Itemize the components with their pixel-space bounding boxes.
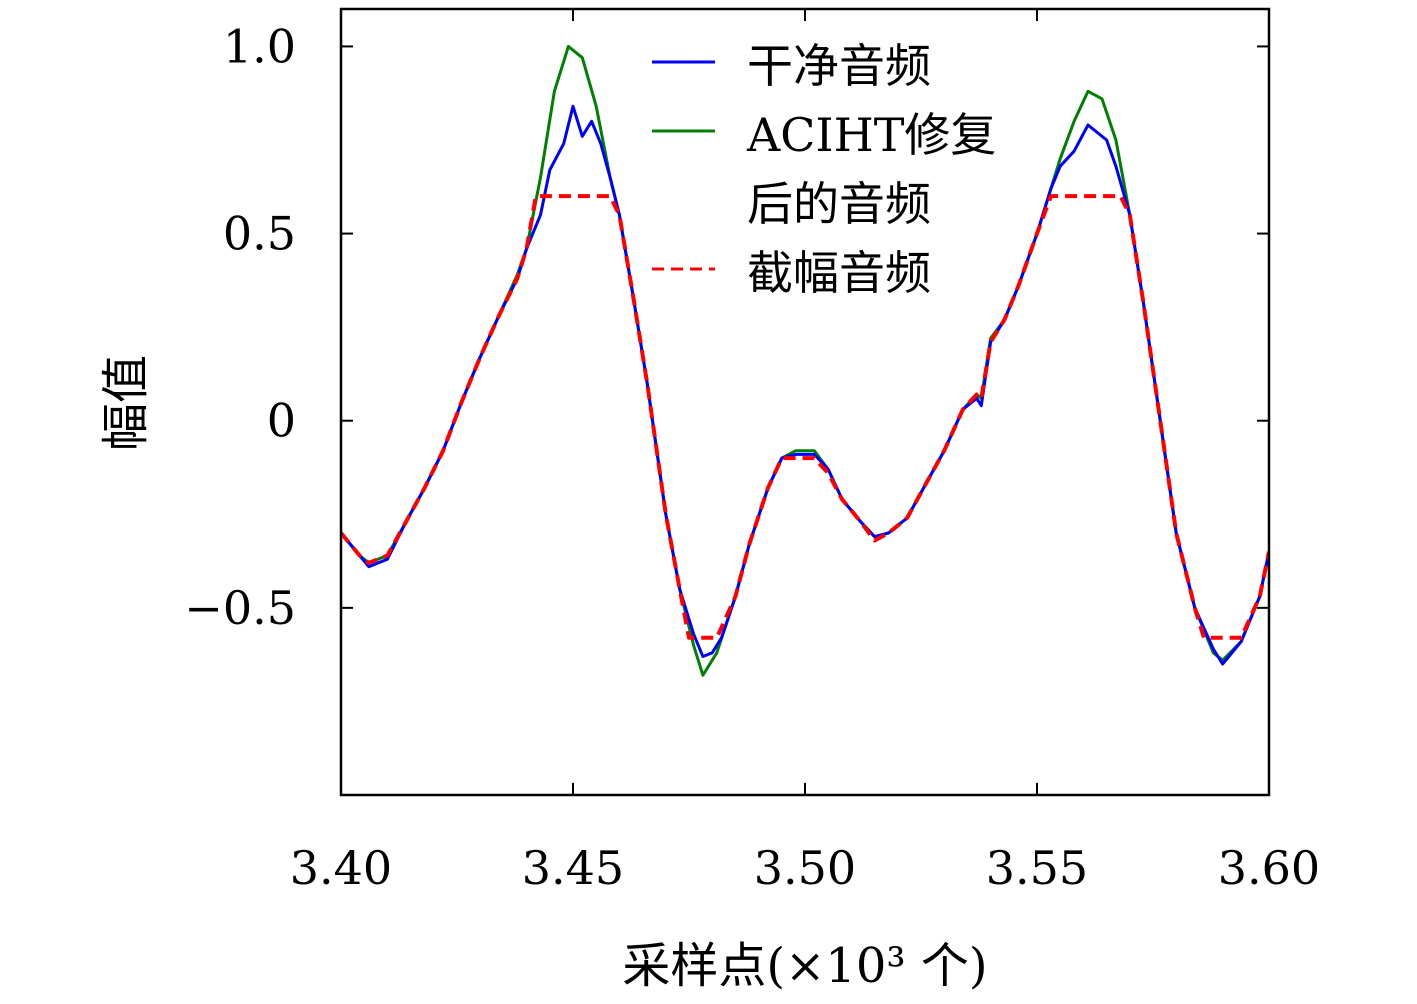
- x-axis: 3.40 3.45 3.50 3.55 3.60: [290, 9, 1320, 895]
- y-tick-label: 0.5: [223, 207, 296, 261]
- legend-label: ACIHT修复: [746, 108, 996, 162]
- y-tick-label: 1.0: [223, 19, 296, 73]
- legend-label: 后的音频: [747, 177, 931, 231]
- x-tick-label: 3.50: [754, 841, 856, 895]
- y-axis: 1.0 0.5 0 −0.5: [184, 19, 1269, 635]
- y-tick-label: 0: [267, 394, 296, 448]
- series-line-2: [341, 194, 1269, 640]
- x-tick-label: 3.60: [1218, 841, 1320, 895]
- legend-label: 干净音频: [747, 39, 931, 93]
- legend-label: 截幅音频: [747, 246, 931, 300]
- x-tick-label: 3.45: [522, 841, 624, 895]
- series-layer: [341, 44, 1269, 677]
- y-axis-title: 幅值: [98, 355, 154, 451]
- y-tick-label: −0.5: [184, 581, 296, 635]
- x-tick-label: 3.55: [986, 841, 1088, 895]
- x-tick-label: 3.40: [290, 841, 392, 895]
- x-axis-title: 采样点(×10³ 个): [622, 938, 987, 994]
